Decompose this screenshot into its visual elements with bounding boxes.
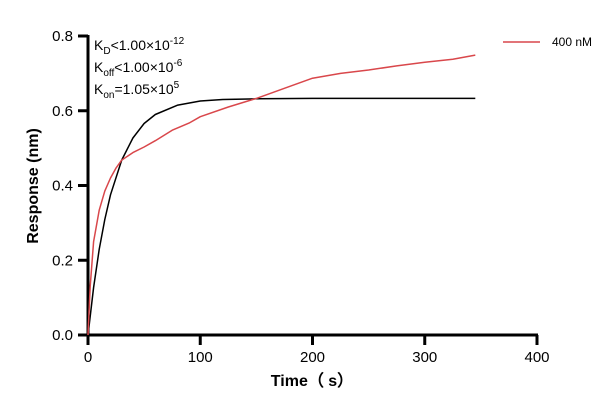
- x-tick-label: 100: [188, 349, 213, 366]
- axes: 0 100 200 300 400 0.0 0.2 0.4 0.6 0.8: [52, 28, 549, 366]
- y-tick-label: 0.2: [52, 252, 73, 269]
- y-tick-label: 0.8: [52, 28, 73, 45]
- kinetic-constant: KD<1.00×10-12: [94, 36, 185, 57]
- series-line-400-nm: [87, 54, 476, 336]
- fit-curve: [87, 97, 476, 336]
- y-tick-label: 0.4: [52, 178, 73, 195]
- y-axis-label: Response (nm): [25, 128, 42, 244]
- y-tick-label: 0.0: [52, 327, 73, 344]
- x-tick-label: 200: [300, 349, 325, 366]
- x-tick-label: 300: [412, 349, 437, 366]
- y-tick-label: 0.6: [52, 103, 73, 120]
- x-tick-label: 400: [524, 349, 549, 366]
- plot-area: [87, 54, 476, 336]
- kinetic-constant: Kon=1.05×105: [94, 80, 180, 101]
- x-axis-label: Time（ s）: [271, 372, 353, 390]
- legend-label: 400 nM: [552, 35, 592, 49]
- legend: 400 nM: [503, 35, 592, 49]
- x-tick-label: 0: [84, 349, 92, 366]
- kinetic-constant: Koff<1.00×10-6: [94, 58, 183, 79]
